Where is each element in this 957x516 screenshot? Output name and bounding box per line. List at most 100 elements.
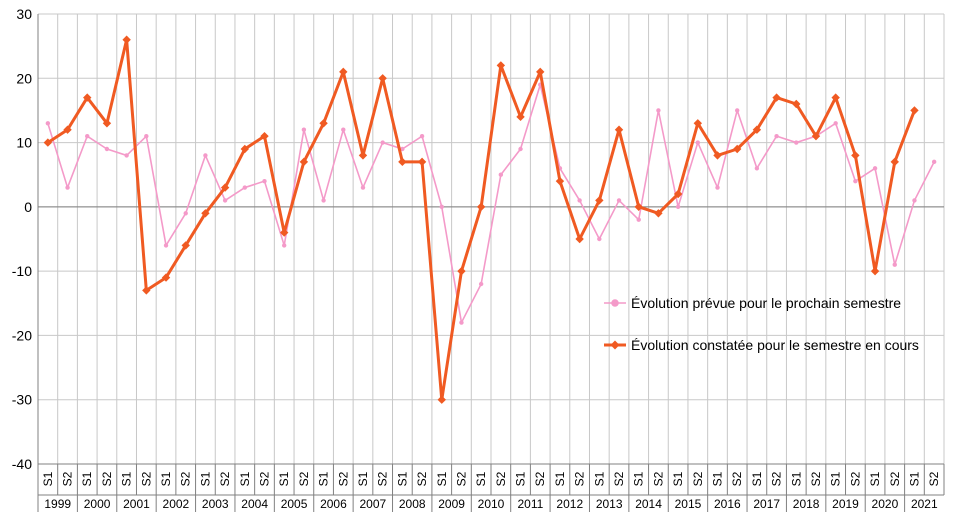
legend-label: Évolution prévue pour le prochain semest… <box>631 295 901 311</box>
x-tick-semester: S2 <box>454 471 468 486</box>
data-point <box>752 125 762 134</box>
x-tick-year: 2012 <box>556 497 583 511</box>
data-point <box>459 320 464 325</box>
x-tick-semester: S1 <box>750 471 764 486</box>
data-point <box>104 146 110 152</box>
data-point <box>83 93 92 102</box>
grid <box>37 13 945 465</box>
x-tick-semester: S2 <box>888 471 902 486</box>
x-tick-year: 2016 <box>714 497 741 511</box>
x-tick-semester: S1 <box>592 471 606 486</box>
x-tick-semester: S1 <box>395 471 409 486</box>
y-tick-label: -30 <box>12 392 32 408</box>
x-tick-semester: S1 <box>514 471 528 486</box>
data-point <box>774 133 779 139</box>
x-tick-semester: S1 <box>829 471 843 486</box>
data-point <box>851 151 860 160</box>
data-point <box>183 211 188 216</box>
x-tick-semester: S1 <box>907 471 921 486</box>
data-point <box>713 151 722 160</box>
data-point <box>695 140 701 145</box>
data-point <box>142 286 151 295</box>
x-tick-semester: S2 <box>376 471 390 486</box>
data-point <box>853 178 858 184</box>
data-point <box>616 198 622 203</box>
x-tick-semester: S2 <box>415 471 429 486</box>
data-point <box>595 196 604 205</box>
data-point <box>400 146 405 152</box>
x-tick-year: 2006 <box>320 497 347 511</box>
data-point <box>341 127 346 132</box>
x-tick-year: 2017 <box>753 497 780 511</box>
data-point <box>634 202 643 212</box>
data-point <box>614 125 624 134</box>
legend-label: Évolution constatée pour le semestre en … <box>631 337 919 353</box>
data-point <box>85 133 90 139</box>
x-tick-semester: S2 <box>612 471 626 486</box>
data-point <box>144 133 149 139</box>
data-point <box>260 131 269 141</box>
x-tick-semester: S2 <box>179 471 193 486</box>
data-point <box>242 185 248 190</box>
data-point <box>222 198 228 203</box>
x-tick-semester: S1 <box>317 471 331 486</box>
legend-marker <box>610 340 620 350</box>
y-tick-label: 10 <box>16 135 32 151</box>
x-tick-semester: S1 <box>238 471 252 486</box>
data-point <box>45 121 51 126</box>
data-point <box>478 281 484 287</box>
data-point <box>890 157 899 167</box>
x-tick-semester: S2 <box>730 471 744 486</box>
data-point <box>457 266 466 276</box>
x-tick-semester: S1 <box>159 471 173 486</box>
data-point <box>498 172 504 177</box>
x-tick-semester: S2 <box>139 471 153 486</box>
x-tick-semester: S1 <box>120 471 134 486</box>
data-point <box>636 217 641 222</box>
data-point <box>754 166 760 171</box>
x-tick-semester: S2 <box>651 471 665 486</box>
x-tick-semester: S2 <box>61 471 75 486</box>
x-tick-year: 2014 <box>635 497 662 511</box>
x-tick-year: 2002 <box>163 497 190 511</box>
x-tick-year: 2007 <box>359 497 386 511</box>
x-tick-semester: S2 <box>100 471 114 486</box>
x-tick-semester: S1 <box>41 471 55 486</box>
data-point <box>597 236 602 242</box>
x-tick-semester: S2 <box>848 471 862 486</box>
data-point <box>912 198 917 203</box>
x-tick-semester: S2 <box>770 471 784 486</box>
x-tick-semester: S1 <box>711 471 725 486</box>
data-point <box>301 127 307 132</box>
data-point <box>772 93 781 102</box>
y-tick-label: 0 <box>24 199 32 215</box>
data-point <box>161 273 171 282</box>
data-point <box>872 166 878 171</box>
data-point <box>299 157 309 167</box>
x-tick-semester: S1 <box>553 471 567 486</box>
data-point <box>437 395 446 404</box>
y-tick-label: -20 <box>12 327 32 343</box>
data-point <box>831 93 840 102</box>
x-tick-semester: S1 <box>277 471 291 486</box>
x-tick-year: 2011 <box>517 497 543 511</box>
y-axis: -40 -30 -20 -10 0 10 20 30 <box>12 6 32 472</box>
x-tick-year: 2003 <box>202 497 229 511</box>
x-tick-semester: S1 <box>198 471 212 486</box>
data-point <box>63 125 72 134</box>
data-point <box>419 133 425 139</box>
data-point <box>163 243 169 248</box>
data-point <box>122 35 131 44</box>
x-tick-semester: S1 <box>80 471 94 486</box>
data-point <box>734 108 740 113</box>
data-point <box>181 241 190 250</box>
data-point <box>339 67 348 77</box>
x-tick-semester: S2 <box>691 471 705 486</box>
data-point <box>65 185 70 190</box>
data-point <box>892 262 897 267</box>
x-tick-year: 2004 <box>241 497 268 511</box>
x-tick-semester: S2 <box>494 471 508 486</box>
x-tick-semester: S1 <box>435 471 449 486</box>
x-tick-semester: S1 <box>356 471 370 486</box>
